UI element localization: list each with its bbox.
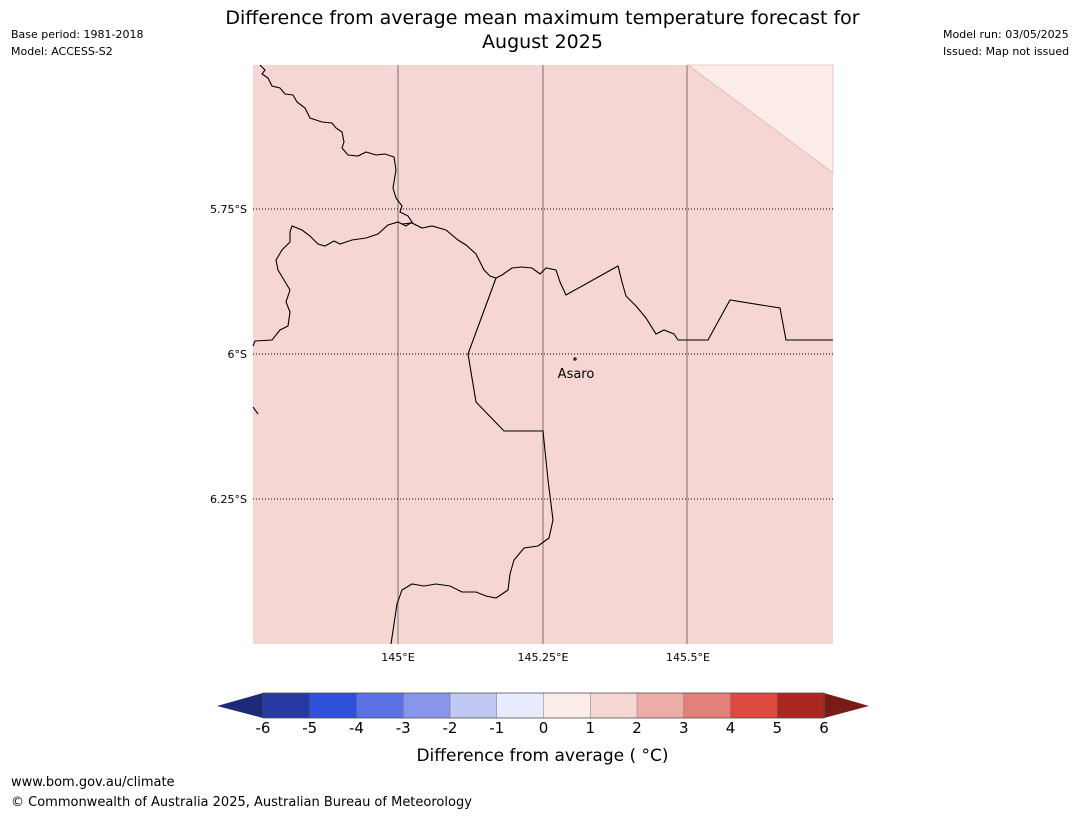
colorbar-segment bbox=[636, 692, 685, 719]
colorbar-tick-label: 3 bbox=[678, 719, 689, 737]
colorbar-tick-label: 5 bbox=[772, 719, 783, 737]
meta-right: Model run: 03/05/2025 Issued: Map not is… bbox=[943, 26, 1069, 60]
asaro-label: Asaro bbox=[558, 367, 595, 382]
colorbar-segment bbox=[496, 692, 545, 719]
anomaly-fill-corner bbox=[687, 64, 834, 174]
title-line-1: Difference from average mean maximum tem… bbox=[225, 7, 860, 29]
lat-label: 6°S bbox=[228, 348, 247, 361]
boundary-north-east bbox=[401, 222, 833, 341]
colorbar-segment bbox=[777, 692, 825, 719]
colorbar-segment bbox=[449, 692, 498, 719]
boundary-edge bbox=[252, 406, 259, 415]
title-line-2: August 2025 bbox=[482, 31, 603, 53]
colorbar-tick-label: -2 bbox=[442, 719, 458, 737]
lat-label: 6.25°S bbox=[210, 493, 247, 506]
lon-label: 145.25°E bbox=[518, 651, 569, 664]
colorbar-segment bbox=[683, 692, 732, 719]
colorbar-tick-label: -4 bbox=[349, 719, 364, 737]
boundary-south bbox=[390, 277, 554, 645]
map-title: Difference from average mean maximum tem… bbox=[180, 6, 905, 54]
footer-url[interactable]: www.bom.gov.au/climate bbox=[11, 775, 175, 790]
colorbar-tick-label: 4 bbox=[725, 719, 736, 737]
issued-text: Issued: Map not issued bbox=[943, 45, 1070, 58]
colorbar-segment bbox=[403, 692, 451, 719]
colorbar-tick-label: -6 bbox=[255, 719, 271, 737]
colorbar-tick-label: -5 bbox=[302, 719, 318, 737]
colorbar-outline bbox=[262, 692, 825, 719]
base-period-text: Base period: 1981-2018 bbox=[11, 28, 144, 41]
lon-label: 145°E bbox=[381, 651, 414, 664]
colorbar-under-arrow bbox=[217, 693, 263, 718]
colorbar-tick-label: 6 bbox=[819, 719, 829, 737]
colorbar-segment bbox=[543, 692, 591, 719]
lat-label: 5.75°S bbox=[210, 203, 247, 216]
colorbar-segment bbox=[730, 692, 778, 719]
map-panel: Asaro bbox=[252, 64, 834, 645]
model-text: Model: ACCESS-S2 bbox=[11, 45, 113, 58]
colorbar-tick-label: 2 bbox=[632, 719, 642, 737]
asaro-location-dot bbox=[573, 357, 577, 361]
colorbar-tick-label: -3 bbox=[395, 719, 411, 737]
colorbar bbox=[217, 692, 869, 719]
colorbar-segment bbox=[590, 692, 638, 719]
colorbar-over-arrow bbox=[824, 693, 869, 718]
colorbar-title: Difference from average ( °C) bbox=[416, 746, 669, 766]
colorbar-segment bbox=[262, 692, 311, 719]
colorbar-segment bbox=[356, 692, 404, 719]
colorbar-segment bbox=[309, 692, 358, 719]
boundary-west bbox=[252, 64, 413, 347]
model-run-text: Model run: 03/05/2025 bbox=[943, 28, 1069, 41]
colorbar-segments bbox=[262, 692, 825, 719]
footer-copyright: © Commonwealth of Australia 2025, Austra… bbox=[11, 795, 472, 810]
colorbar-tick-label: 1 bbox=[585, 719, 596, 737]
colorbar-tick-label: 0 bbox=[538, 719, 549, 737]
colorbar-tick-label: -1 bbox=[489, 719, 505, 737]
meta-left: Base period: 1981-2018 Model: ACCESS-S2 bbox=[11, 26, 143, 60]
province-boundaries bbox=[252, 64, 833, 645]
lon-label: 145.5°E bbox=[666, 651, 710, 664]
